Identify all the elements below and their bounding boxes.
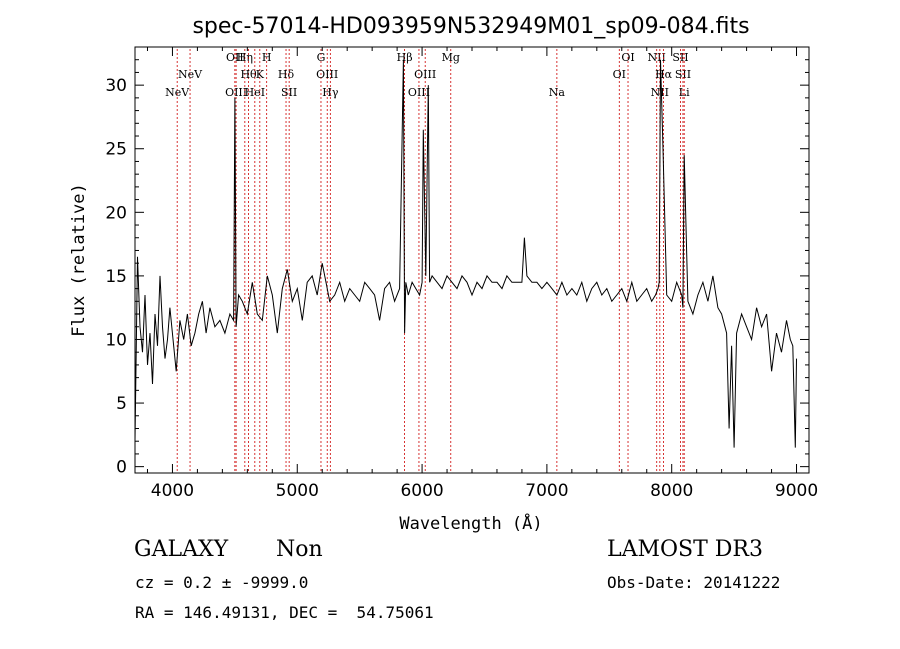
x-tick-label: 4000 [151,481,194,501]
x-axis-label: Wavelength (Å) [399,512,542,534]
line-label: NeV [165,86,190,99]
line-label: Li [679,86,690,99]
line-label: K [256,68,265,81]
line-label: Hη [237,51,253,64]
line-label: OIII [225,86,247,99]
line-label: Na [549,86,566,99]
line-label: HeI [245,86,265,99]
redshift-readout: cz = 0.2 ± -9999.0 [135,573,309,592]
line-label: SII [281,86,297,99]
y-tick-label: 5 [116,394,127,414]
y-tick-label: 10 [105,330,127,350]
x-tick-label: 6000 [400,481,443,501]
coordinates-readout: RA = 146.49131, DEC = 54.75061 [135,603,434,622]
line-label: OIII [414,68,436,81]
chart-title: spec-57014-HD093959N532949M01_sp09-084.f… [192,14,749,39]
y-tick-label: 20 [105,203,127,223]
y-tick-label: 0 [116,458,127,478]
observation-date: Obs-Date: 20141222 [607,573,781,592]
y-axis-label: Flux (relative) [69,183,89,337]
object-subclass: Non [276,537,323,562]
x-tick-label: 5000 [276,481,319,501]
emission-line-markers: NeVNeVOIIOIIIHηHθHeIKHHδSIIGOIIIHγHβOIII… [165,49,691,473]
x-tick-label: 7000 [525,481,568,501]
line-label: OI [621,51,634,64]
line-label: Hθ [240,68,257,81]
spectrum-line [134,59,797,448]
y-tick-label: 30 [105,76,127,96]
line-label: Hδ [278,68,295,81]
line-label: Hγ [322,86,339,99]
line-label: G [317,51,326,64]
x-tick-label: 8000 [650,481,693,501]
line-label: Hβ [397,51,413,64]
line-label: SII [672,51,688,64]
survey-name: LAMOST DR3 [607,537,763,562]
y-tick-label: 25 [105,140,127,160]
line-label: OI [613,68,626,81]
axis-ticks: 4000 5000 6000 7000 8000 9000 0 5 10 15 20 25 30 [105,47,818,501]
line-label: Hα [655,68,673,81]
line-label: NII [648,51,666,64]
x-tick-label: 9000 [775,481,818,501]
line-label: Mg [442,51,460,64]
object-class: GALAXY [134,537,229,562]
line-label: H [262,51,272,64]
line-label: OIII [316,68,338,81]
line-label: SII [675,68,691,81]
line-label: OII [226,51,244,64]
line-label: NeV [178,68,203,81]
line-label: OIII [408,86,430,99]
y-tick-label: 15 [105,267,127,287]
